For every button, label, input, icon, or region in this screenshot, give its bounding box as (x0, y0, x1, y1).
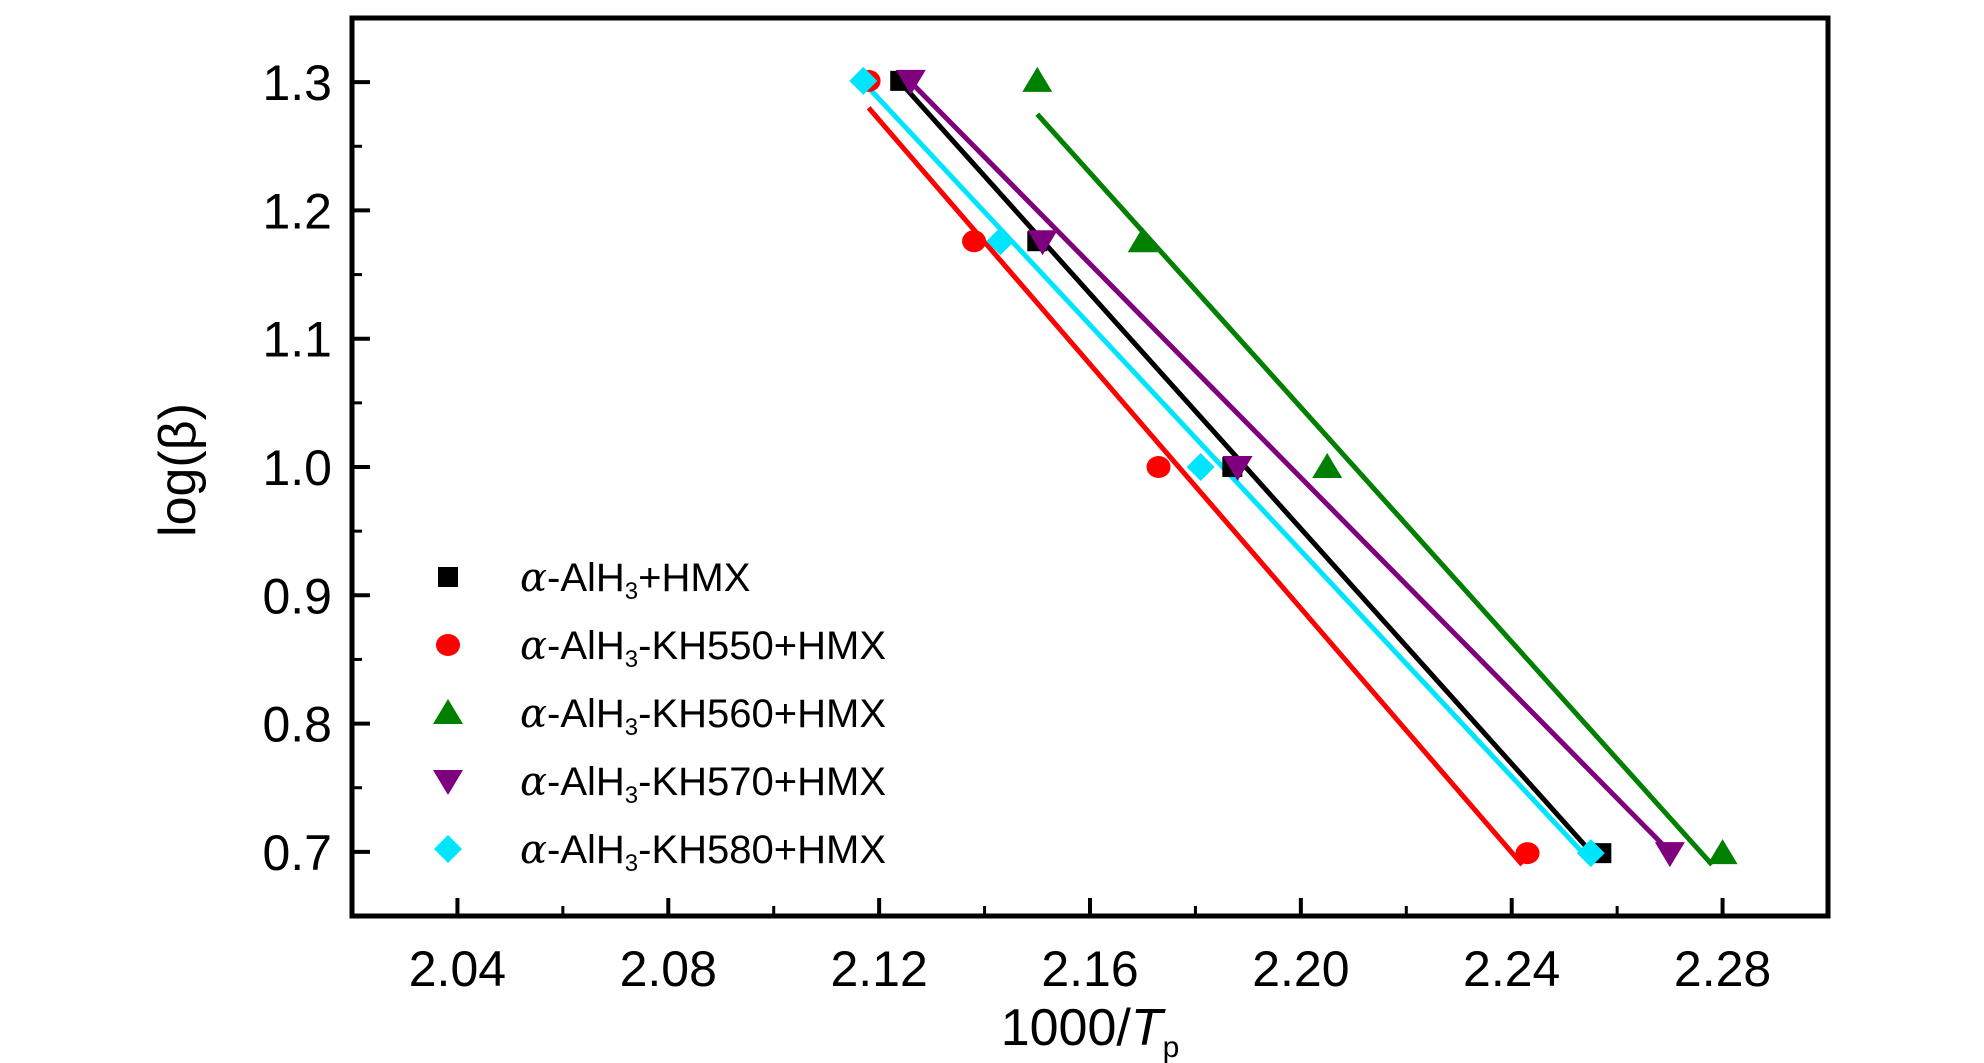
x-tick-label: 2.28 (1674, 941, 1771, 997)
fit-line-series-2 (866, 106, 1525, 867)
y-tick-label: 1.0 (262, 440, 332, 496)
y-tick-label: 0.9 (262, 568, 332, 624)
data-point-series-2 (962, 230, 987, 253)
data-point-series-5 (986, 227, 1015, 256)
fit-lines (861, 80, 1714, 867)
data-point-series-2 (1146, 456, 1171, 478)
data-point-series-5 (849, 66, 878, 95)
fit-line-series-3 (1035, 112, 1714, 867)
data-point-series-4 (1222, 456, 1253, 481)
x-tick-label: 2.20 (1252, 941, 1349, 997)
data-point-series-4 (1654, 842, 1685, 868)
legend-label-series-4: α-AlH3-KH570+HMX (520, 759, 886, 809)
x-axis-ticks: 2.04 2.08 2.12 2.16 2.20 2.24 2.28 (409, 898, 1771, 997)
y-tick-label: 0.7 (262, 825, 332, 881)
data-point-series-3 (1022, 66, 1053, 92)
x-axis-title: 1000/Tp (1001, 999, 1180, 1063)
x-tick-label: 2.08 (620, 941, 717, 997)
data-point-series-3 (1127, 227, 1158, 253)
data-point-series-3 (1312, 453, 1343, 478)
data-point-series-5 (1186, 453, 1215, 481)
legend-label-series-2: α-AlH3-KH550+HMX (520, 623, 886, 673)
legend-marker-series-1 (438, 567, 458, 587)
legend-marker-series-3 (433, 699, 463, 724)
x-tick-label: 2.16 (1041, 941, 1138, 997)
y-axis-ticks: 0.7 0.8 0.9 1.0 1.1 1.2 1.3 (262, 55, 370, 881)
legend-label-series-1: α-AlH3+HMX (520, 555, 750, 605)
x-tick-label: 2.04 (409, 941, 506, 997)
legend: α-AlH3+HMX α-AlH3-KH550+HMX α-AlH3-KH560+H… (433, 555, 886, 877)
data-point-series-4 (1027, 230, 1058, 256)
x-tick-label: 2.12 (830, 941, 927, 997)
y-tick-label: 1.1 (262, 312, 332, 368)
y-tick-label: 0.8 (262, 697, 332, 753)
legend-marker-series-4 (433, 770, 463, 795)
data-point-series-5 (1576, 839, 1605, 868)
data-point-series-3 (1707, 839, 1738, 865)
y-axis-title: log(β) (149, 403, 207, 537)
legend-label-series-3: α-AlH3-KH560+HMX (520, 691, 886, 741)
data-point-series-2 (1515, 842, 1540, 865)
y-tick-label: 1.2 (262, 183, 332, 239)
legend-marker-series-2 (436, 634, 460, 656)
x-tick-label: 2.24 (1463, 941, 1560, 997)
fit-line-series-4 (908, 80, 1672, 854)
legend-label-series-5: α-AlH3-KH580+HMX (520, 827, 886, 877)
legend-marker-series-5 (434, 835, 462, 863)
data-point-series-4 (895, 69, 926, 95)
y-tick-label: 1.3 (262, 55, 332, 111)
data-markers (849, 66, 1738, 868)
